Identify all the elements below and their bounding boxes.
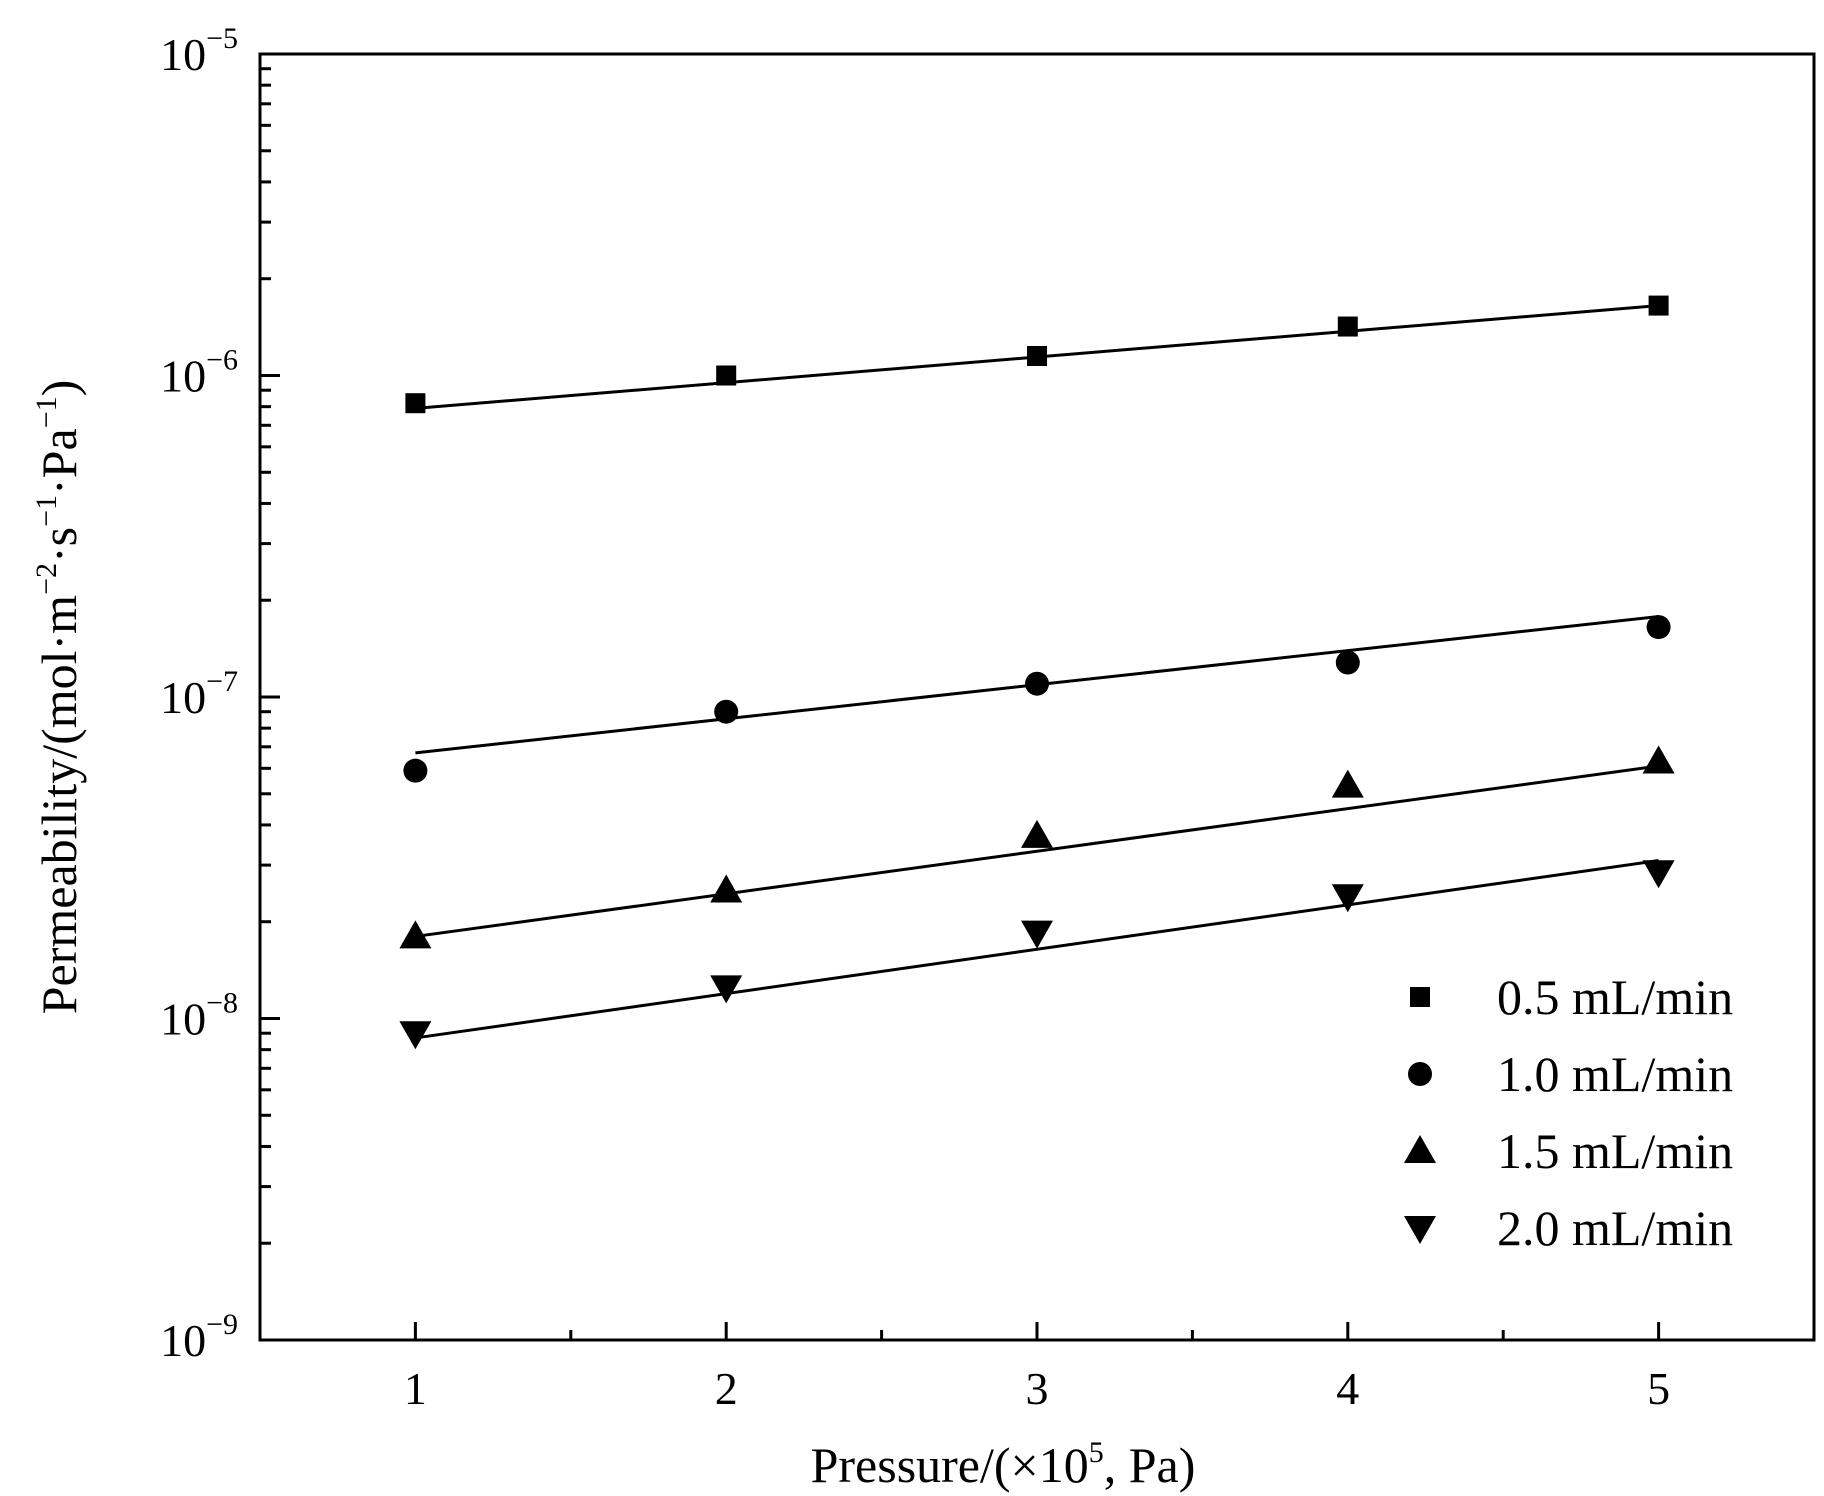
data-point: [1021, 920, 1053, 949]
data-point: [1646, 615, 1671, 640]
data-point: [1337, 316, 1358, 337]
data-point: [714, 699, 739, 724]
y-tick-label: 10−7: [160, 665, 238, 723]
x-tick-label: 4: [1336, 1363, 1359, 1414]
legend-marker: [1408, 1062, 1432, 1086]
data-point: [403, 758, 428, 783]
legend-label: 1.0 mL/min: [1497, 1046, 1733, 1102]
data-point: [1331, 769, 1364, 798]
fit-line: [415, 859, 1659, 1040]
data-markers: [399, 295, 1675, 1050]
y-tick-label: 10−5: [160, 22, 238, 80]
data-point: [716, 365, 737, 386]
data-point: [399, 920, 432, 949]
axis-ticks: [258, 52, 1816, 1342]
tick-labels: 1 2 3 4 5 10−9 10−8 10−7 10−6 10−5: [160, 22, 1670, 1414]
fit-line: [415, 764, 1659, 938]
data-point: [1021, 819, 1053, 848]
data-point: [1642, 860, 1675, 889]
x-tick-label: 3: [1026, 1363, 1049, 1414]
data-point: [1642, 745, 1675, 774]
x-tick-label: 1: [404, 1363, 427, 1414]
y-tick-label: 10−8: [160, 987, 238, 1045]
legend-marker: [1404, 1216, 1436, 1244]
data-point: [1331, 884, 1364, 913]
data-point: [710, 975, 743, 1004]
y-tick-label: 10−9: [160, 1308, 238, 1366]
legend-label: 0.5 mL/min: [1497, 969, 1733, 1025]
data-point: [399, 1021, 432, 1050]
x-tick-label: 5: [1647, 1363, 1670, 1414]
x-axis-title: Pressure/(×105, Pa): [811, 1436, 1196, 1493]
data-point: [1025, 671, 1049, 696]
legend-label: 2.0 mL/min: [1497, 1200, 1733, 1256]
data-point: [710, 874, 743, 903]
legend-marker: [1410, 987, 1430, 1007]
y-axis-title: Permeability/(mol·m−2·s−1·Pa−1): [30, 380, 87, 1015]
legend-marker: [1404, 1135, 1436, 1163]
data-point: [1335, 650, 1360, 675]
data-point: [1027, 345, 1047, 366]
x-tick-label: 2: [715, 1363, 738, 1414]
data-point: [1648, 295, 1669, 316]
legend-label: 1.5 mL/min: [1497, 1123, 1733, 1179]
y-tick-label: 10−6: [160, 344, 238, 402]
legend: 0.5 mL/min 1.0 mL/min 1.5 mL/min 2.0 mL/min: [1404, 969, 1733, 1256]
data-point: [405, 393, 426, 414]
